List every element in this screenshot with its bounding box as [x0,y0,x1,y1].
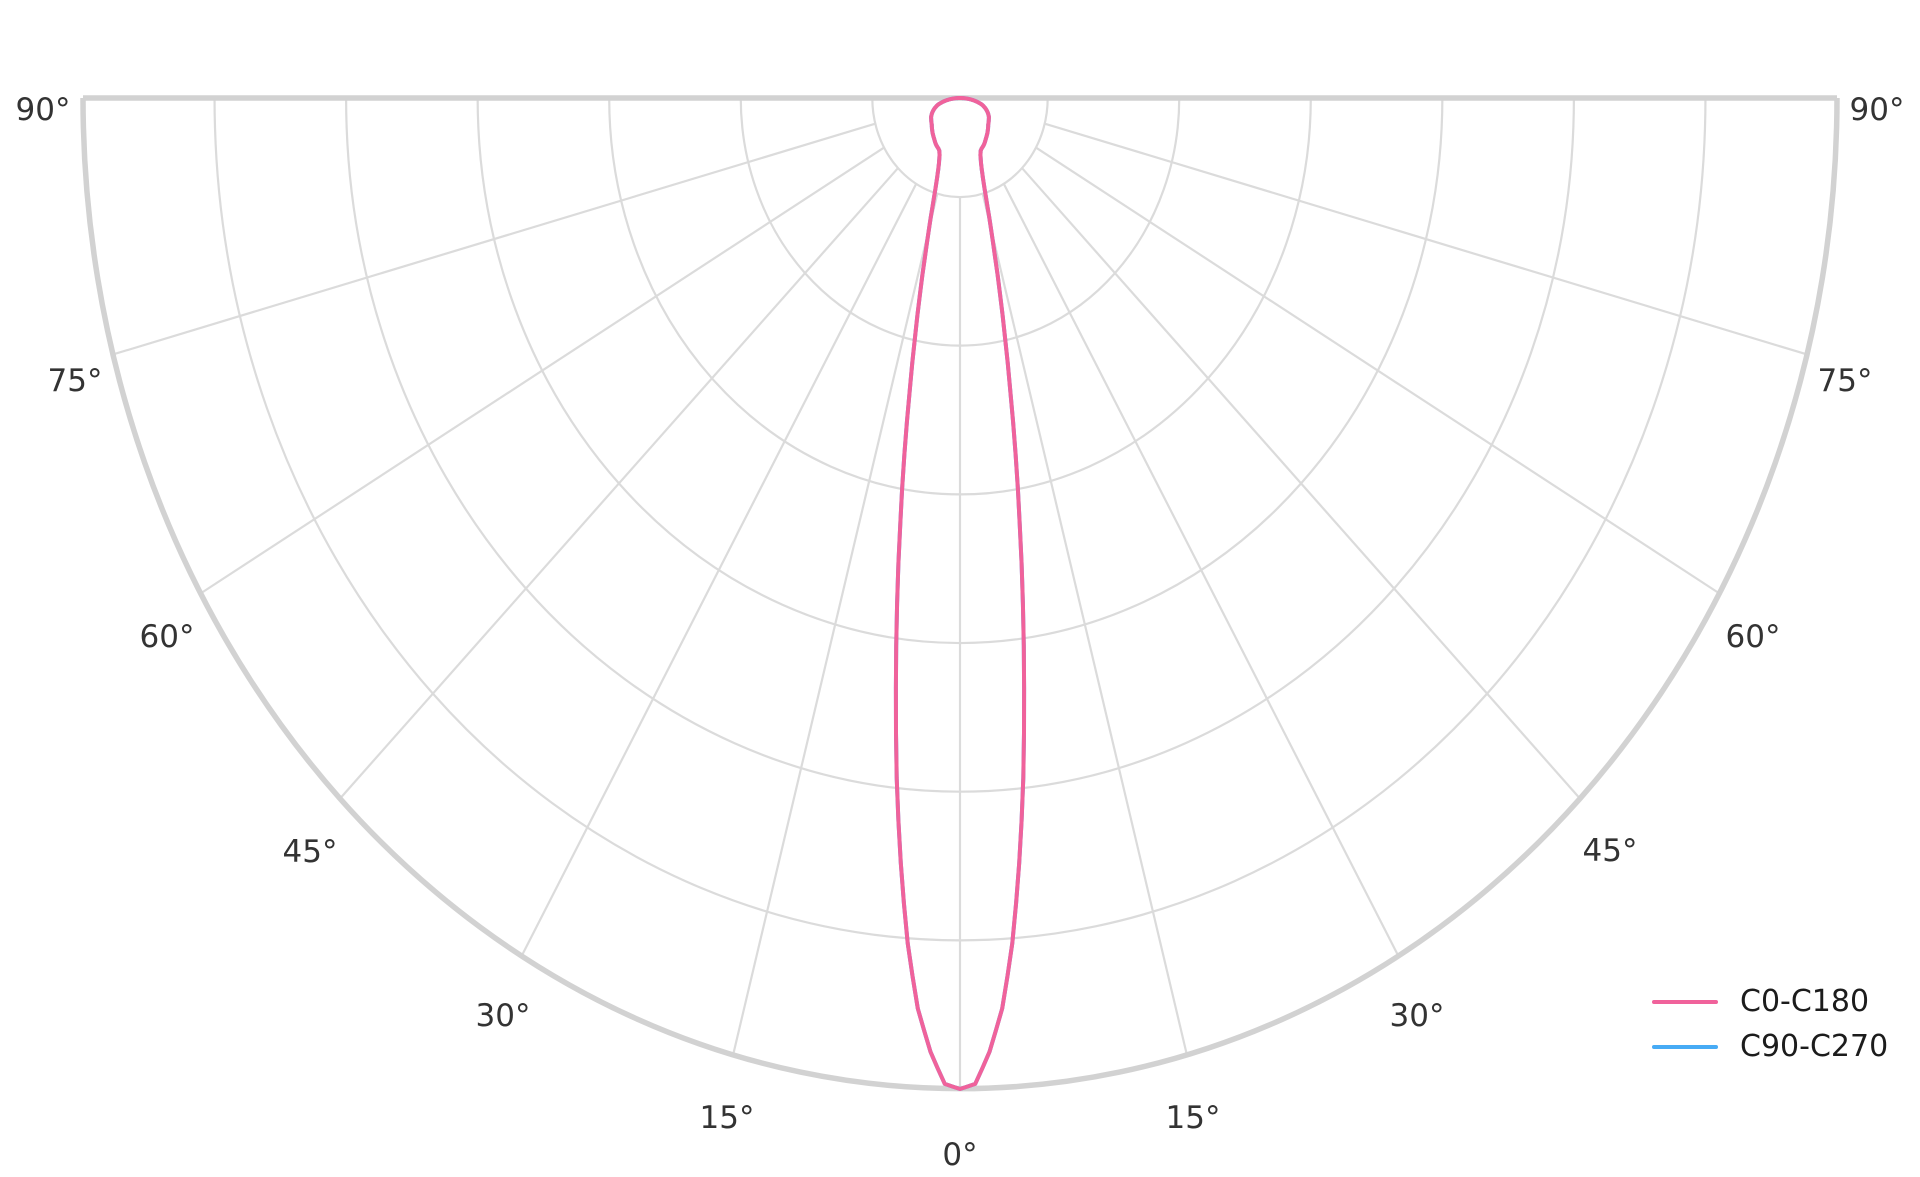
grid-radial-line-60 [1035,146,1721,595]
grid-radial-line--30 [520,183,918,957]
angle-label-45-left: 45° [283,834,338,870]
angle-label-15-right: 15° [1166,1100,1221,1136]
angle-label-75-left: 75° [48,363,103,399]
angle-label-90-left: 90° [16,92,71,128]
legend-item-c90-c270[interactable]: C90-C270 [1652,1030,1888,1064]
angle-label-75-right: 75° [1818,363,1873,399]
angle-label-0-center: 0° [942,1137,977,1173]
angle-label-60-right: 60° [1726,619,1781,655]
grid-radial-line-15 [981,193,1189,1056]
legend-line-swatch-c90-c270 [1652,1045,1718,1049]
angle-label-30-left: 30° [476,998,531,1034]
grid-radial-line-30 [1002,183,1400,957]
grid-radial-line--75 [112,122,876,356]
legend-label-c0-c180: C0-C180 [1740,984,1870,1019]
angle-label-90-right: 90° [1850,92,1905,128]
legend-label-c90-c270: C90-C270 [1740,1029,1889,1064]
grid-radial-line-45 [1021,167,1581,800]
grid-radial-line--15 [731,193,939,1056]
legend-line-swatch-c0-c180 [1652,1000,1718,1004]
angle-label-45-right: 45° [1583,833,1638,869]
grid-radial-line-75 [1044,122,1808,356]
legend-item-c0-c180[interactable]: C0-C180 [1652,985,1888,1019]
legend: C0-C180 C90-C270 [1652,985,1888,1064]
curve-c0-c180 [893,96,1027,1091]
angle-label-30-right: 30° [1390,998,1445,1034]
angle-label-15-left: 15° [700,1100,755,1136]
grid-radial-line--60 [199,146,885,595]
grid-radial-line--45 [339,167,899,800]
grid-ring-0 [871,97,1049,199]
angle-label-60-left: 60° [140,619,195,655]
